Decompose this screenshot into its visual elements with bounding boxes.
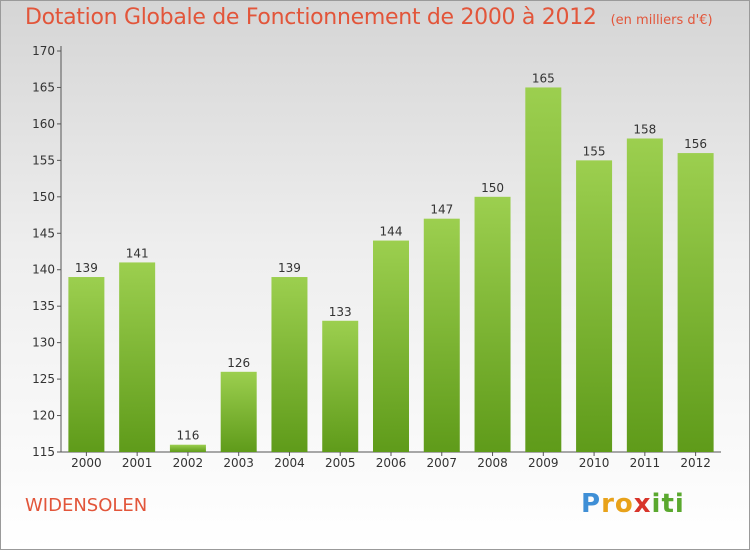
proxiti-logo: Proxiti (581, 489, 685, 519)
x-tick-label: 2011 (630, 456, 661, 470)
x-tick-label: 2010 (579, 456, 610, 470)
bars: 139 141 116 126 139 133 144 147 150 165 155 158 156 (68, 71, 714, 453)
bar-value-label: 133 (329, 305, 352, 319)
bar-value-label: 150 (481, 181, 504, 195)
bar-value-label: 139 (278, 261, 301, 275)
bar (576, 160, 613, 452)
x-tick-label: 2012 (680, 456, 711, 470)
bar (373, 240, 409, 452)
x-tick-label: 2005 (325, 456, 356, 470)
y-tick-label: 140 (32, 263, 55, 277)
bar (423, 218, 460, 452)
y-tick-label: 115 (32, 445, 55, 459)
x-tick-label: 2000 (71, 456, 102, 470)
bar-value-label: 126 (227, 356, 250, 370)
logo-letter: i (651, 489, 662, 519)
bar (626, 138, 663, 452)
y-tick-label: 165 (32, 80, 55, 94)
x-tick-label: 2007 (426, 456, 457, 470)
bar (271, 277, 308, 452)
x-tick-label: 2003 (223, 456, 254, 470)
bar (474, 196, 511, 452)
bar-value-label: 155 (583, 144, 606, 158)
logo-letter: r (601, 489, 615, 519)
y-tick-label: 160 (32, 117, 55, 131)
bar-value-label: 156 (684, 137, 707, 151)
y-tick-label: 170 (32, 44, 55, 58)
bar (169, 444, 206, 452)
x-tick-label: 2008 (477, 456, 508, 470)
bar (677, 153, 714, 452)
bar-value-label: 147 (430, 203, 453, 217)
bar-value-label: 141 (126, 246, 149, 260)
bar (322, 320, 359, 452)
unit-label: (en milliers d'€) (610, 13, 713, 28)
y-tick-label: 120 (32, 409, 55, 423)
bar-value-label: 158 (633, 122, 656, 136)
y-tick-label: 155 (32, 153, 55, 167)
logo-letter: t (661, 489, 675, 519)
logo-letter: i (674, 489, 685, 519)
x-tick-label: 2006 (376, 456, 407, 470)
x-tick-label: 2009 (528, 456, 559, 470)
bar (525, 87, 562, 453)
logo-letter: P (581, 489, 602, 519)
axes: 115 120 125 130 135 140 145 150 155 160 165 170 2000… (32, 44, 721, 470)
bar-value-label: 165 (532, 71, 555, 85)
x-tick-label: 2002 (173, 456, 204, 470)
y-tick-label: 130 (32, 336, 55, 350)
y-tick-label: 150 (32, 190, 55, 204)
bar (119, 262, 156, 452)
chart-title: Dotation Globale de Fonctionnement de 20… (25, 5, 713, 30)
bar-value-label: 139 (75, 261, 98, 275)
x-tick-label: 2004 (274, 456, 305, 470)
bar-value-label: 116 (176, 429, 199, 443)
y-tick-label: 135 (32, 299, 55, 313)
y-tick-label: 145 (32, 226, 55, 240)
x-tick-label: 2001 (122, 456, 153, 470)
y-tick-label: 125 (32, 372, 55, 386)
bar (220, 371, 257, 452)
bar-value-label: 144 (380, 225, 403, 239)
commune-name: WIDENSOLEN (25, 495, 148, 516)
logo-letter: x (633, 489, 652, 519)
logo-letter: o (614, 489, 634, 519)
bar (68, 277, 105, 452)
